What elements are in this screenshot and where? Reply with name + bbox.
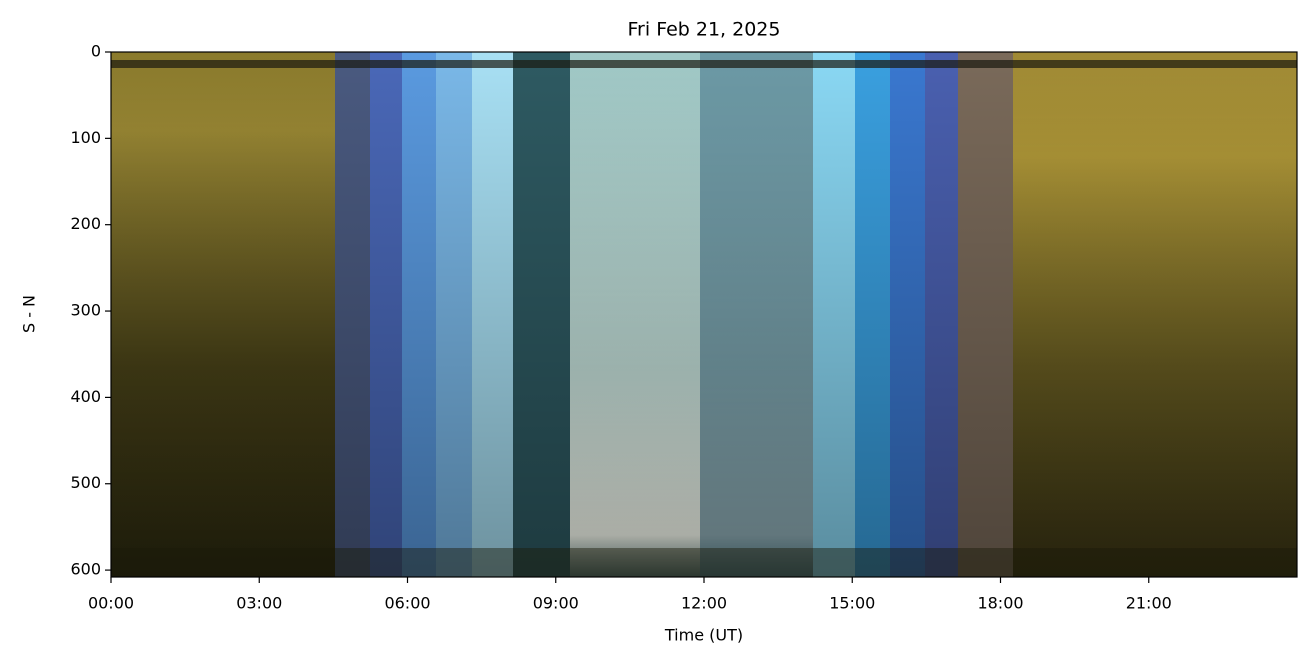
x-tick-label: 15:00 (829, 594, 875, 613)
keogram-image (111, 52, 1297, 577)
x-axis-label: Time (UT) (664, 626, 743, 645)
y-tick-label: 400 (70, 387, 101, 406)
y-tick-label: 300 (70, 301, 101, 320)
chart-title: Fri Feb 21, 2025 (628, 19, 781, 41)
x-tick-label: 00:00 (88, 594, 134, 613)
y-tick-label: 500 (70, 473, 101, 492)
x-tick-label: 03:00 (236, 594, 282, 613)
y-axis-label: S - N (20, 295, 39, 333)
y-tick-label: 200 (70, 214, 101, 233)
x-tick-label: 18:00 (977, 594, 1023, 613)
y-tick-label: 600 (70, 560, 101, 579)
x-tick-label: 06:00 (384, 594, 430, 613)
y-tick-label: 100 (70, 128, 101, 147)
x-tick-label: 12:00 (681, 594, 727, 613)
y-tick-label: 0 (91, 42, 101, 61)
x-tick-label: 21:00 (1126, 594, 1172, 613)
x-tick-label: 09:00 (533, 594, 579, 613)
